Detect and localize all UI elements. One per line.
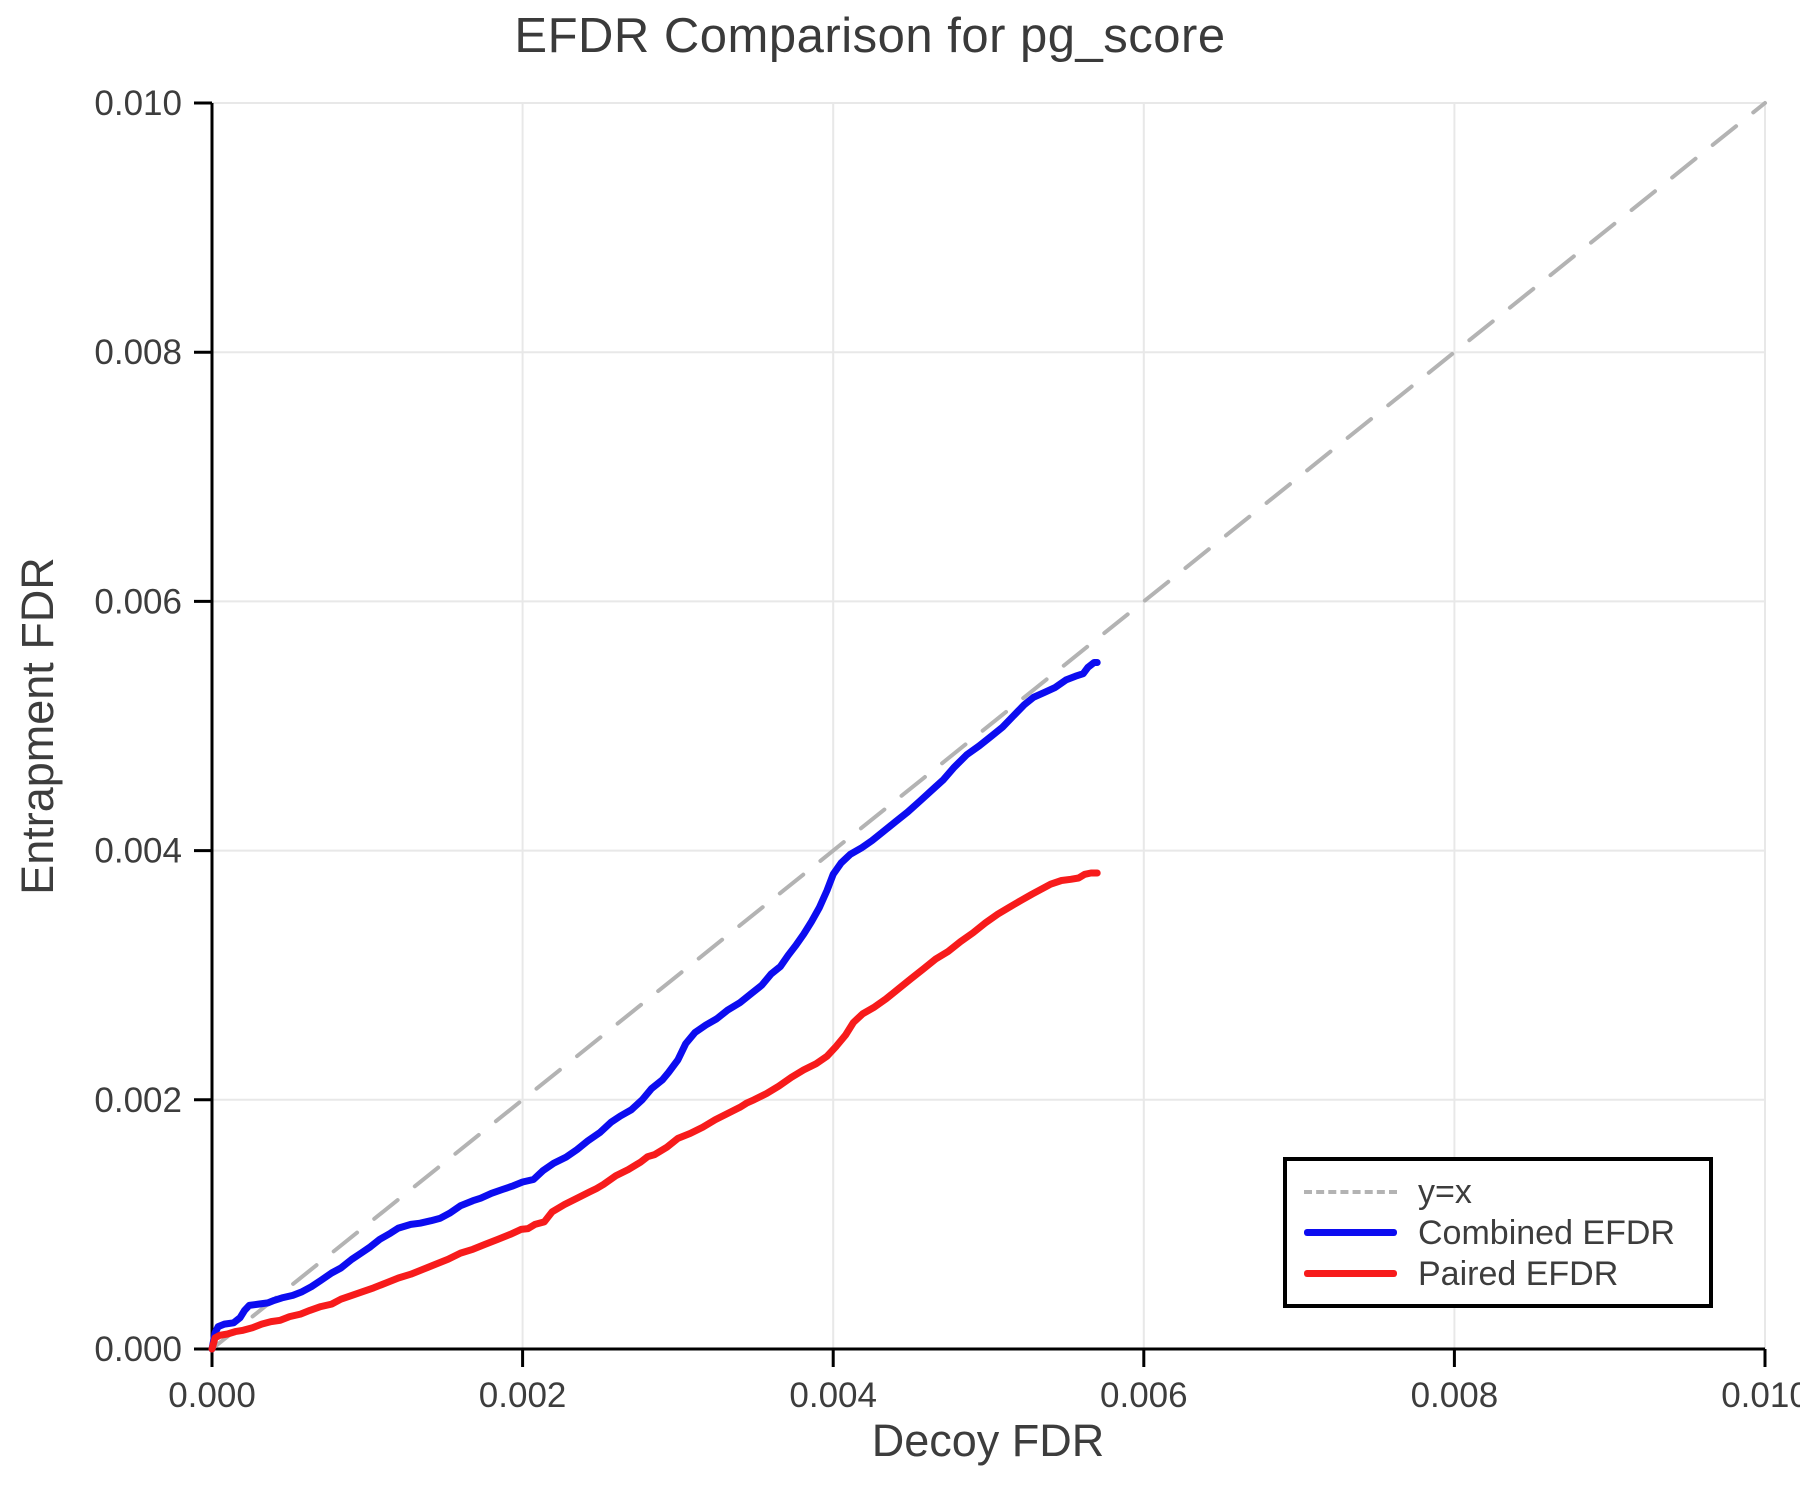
legend-item-combined: Combined EFDR	[1304, 1212, 1709, 1253]
legend-label: Combined EFDR	[1418, 1213, 1675, 1252]
series-combined-efdr	[208, 659, 1101, 1353]
x-tick-label: 0.000	[168, 1376, 256, 1415]
red-line-swatch	[1304, 1270, 1397, 1277]
legend-label: y=x	[1418, 1172, 1472, 1211]
legend: y=x Combined EFDR Paired EFDR	[1283, 1157, 1713, 1308]
legend-item-yx: y=x	[1304, 1171, 1709, 1212]
y-tick-label: 0.008	[94, 333, 182, 372]
x-tick-label: 0.002	[479, 1376, 567, 1415]
y-axis-label: Entrapment FDR	[12, 557, 63, 895]
legend-label: Paired EFDR	[1418, 1254, 1619, 1293]
y-tick-label: 0.010	[94, 84, 182, 123]
x-tick-label: 0.010	[1721, 1376, 1800, 1415]
legend-item-paired: Paired EFDR	[1304, 1253, 1709, 1294]
x-axis-label: Decoy FDR	[871, 1415, 1105, 1466]
blue-line-swatch	[1304, 1229, 1397, 1236]
y-tick-label: 0.000	[94, 1330, 182, 1369]
x-tick-label: 0.004	[789, 1376, 877, 1415]
x-tick-label: 0.006	[1100, 1376, 1188, 1415]
y-tick-label: 0.002	[94, 1081, 182, 1120]
y-tick-label: 0.004	[94, 832, 182, 871]
series-paired-efdr	[208, 869, 1101, 1353]
x-tick-label: 0.008	[1411, 1376, 1499, 1415]
y-tick-label: 0.006	[94, 582, 182, 621]
series-y-x	[210, 101, 1767, 1351]
chart-title: EFDR Comparison for pg_score	[514, 9, 1226, 63]
dashed-line-swatch	[1304, 1189, 1397, 1194]
